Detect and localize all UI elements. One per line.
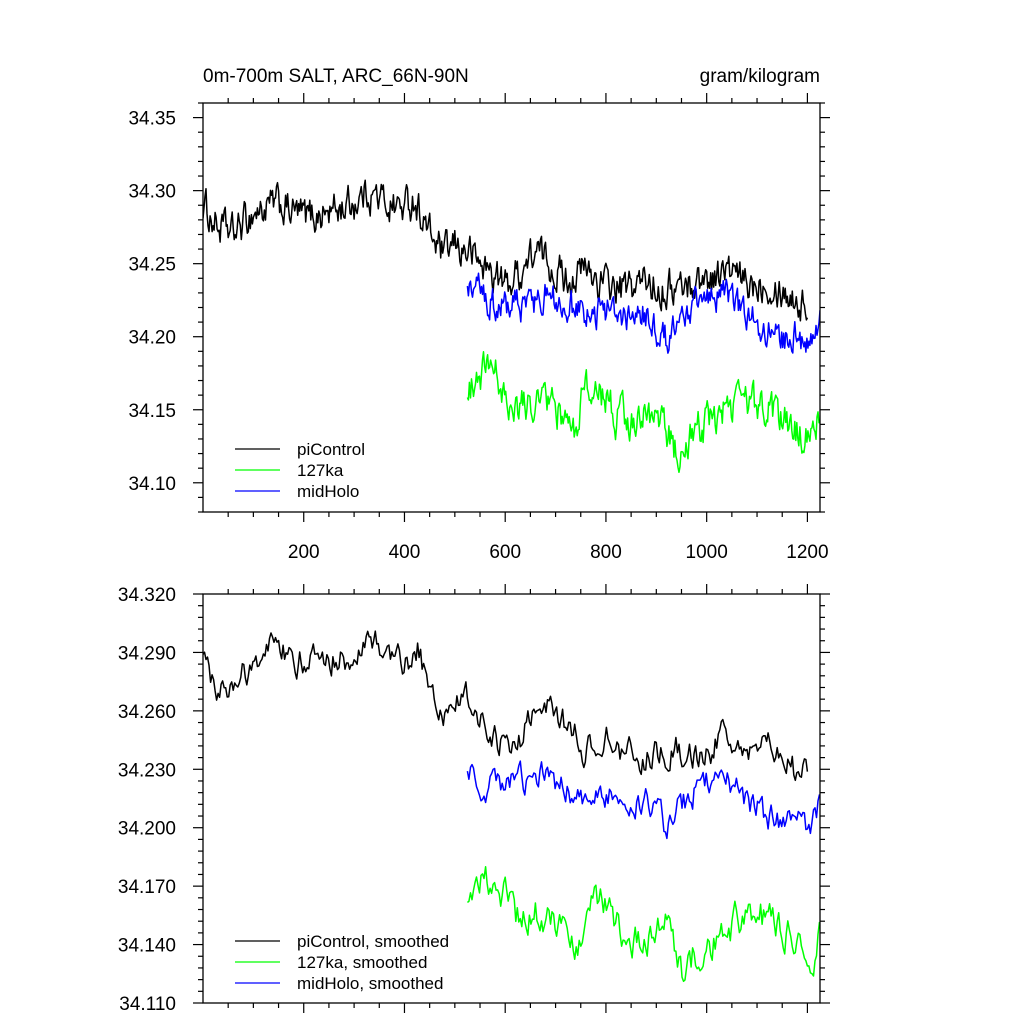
legend-label-picontrol-smoothed: piControl, smoothed [297,932,449,951]
top-chart-title: 0m-700m SALT, ARC_66N-90N [203,66,469,87]
series-line-midholo-smoothed [466,760,820,840]
legend-label-midholo-smoothed: midHolo, smoothed [297,974,443,993]
top-chart-units: gram/kilogram [700,66,820,87]
x-tick-label: 1000 [686,542,728,563]
series-line-midholo [466,272,820,354]
y-tick-label: 34.35 [128,109,176,130]
x-tick-label: 600 [489,542,521,563]
y-tick-label: 34.200 [118,819,176,840]
series-line-picontrol [203,179,809,322]
y-tick-label: 34.140 [118,936,176,957]
x-tick-label: 400 [389,542,421,563]
legend-label-127ka-smoothed: 127ka, smoothed [297,953,427,972]
y-tick-label: 34.170 [118,877,176,898]
y-tick-label: 34.25 [128,255,176,276]
plot-frame [202,593,821,1004]
chart-panel-2: 34.110 34.140 34.170 34.200 34.230 34.260 34.2… [118,584,830,1015]
bottom-legend: piControl, smoothed 127ka, smoothed midH… [235,932,449,993]
legend-label-midholo: midHolo [297,482,359,501]
y-tick-label: 34.320 [118,585,176,606]
series-line-picontrol-smoothed [203,630,809,782]
y-tick-label: 34.230 [118,760,176,781]
legend-label-picontrol: piControl [297,440,365,459]
y-tick-label: 34.110 [119,994,176,1015]
legend-label-127ka: 127ka [297,461,344,480]
x-tick-label: 800 [590,542,622,563]
series-line-127ka-smoothed [466,865,820,983]
y-tick-label: 34.15 [128,401,176,422]
y-tick-label: 34.260 [118,702,176,723]
top-legend: piControl 127ka midHolo [235,440,365,501]
y-tick-label: 34.10 [128,474,176,495]
chart-panel-1: 200 400 600 800 1000 1200 34.10 34.15 34.20 34.25… [128,93,830,563]
series-line-127ka [466,351,820,474]
x-tick-label: 200 [288,542,320,563]
y-tick-label: 34.290 [118,643,176,664]
y-tick-label: 34.30 [128,182,176,203]
x-tick-label: 1200 [786,542,828,563]
y-tick-label: 34.20 [128,328,176,349]
